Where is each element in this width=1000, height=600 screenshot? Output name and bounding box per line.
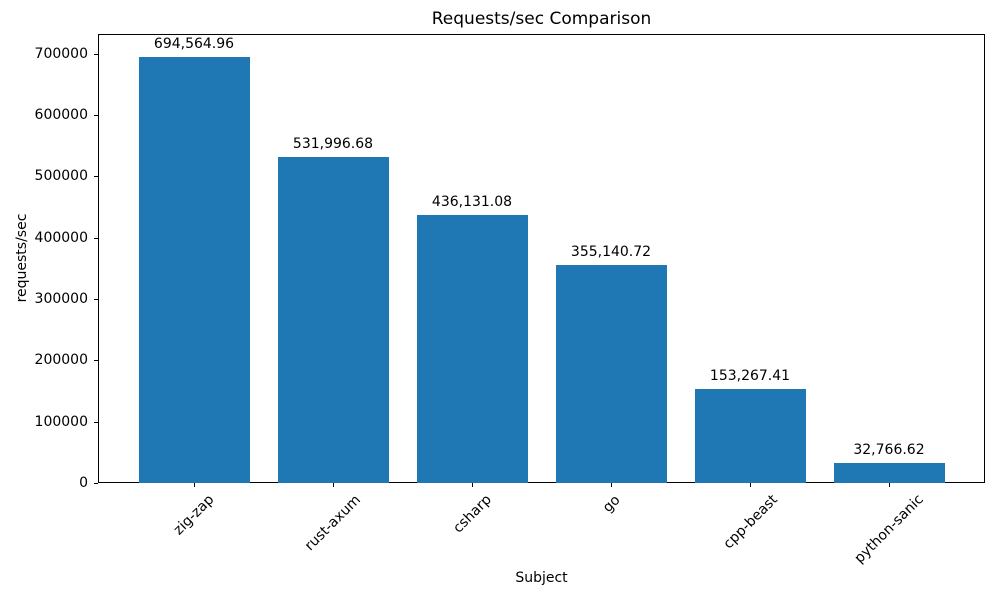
y-axis-label: requests/sec bbox=[14, 213, 30, 303]
x-tick-label: python-sanic bbox=[851, 491, 927, 568]
bar bbox=[694, 388, 806, 483]
x-tick-label: zig-zap bbox=[170, 491, 218, 539]
y-tick-mark bbox=[94, 237, 98, 239]
bar bbox=[555, 265, 667, 483]
y-tick-mark bbox=[94, 114, 98, 116]
x-tick-label: csharp bbox=[449, 491, 495, 537]
x-tick-label: cpp-beast bbox=[720, 491, 781, 553]
y-tick-label: 700000 bbox=[34, 45, 88, 62]
y-tick-mark bbox=[94, 298, 98, 300]
bar-value-label: 531,996.68 bbox=[292, 135, 374, 152]
bar-value-label: 436,131.08 bbox=[431, 194, 513, 211]
y-tick-label: 500000 bbox=[34, 168, 88, 185]
x-tick-mark bbox=[889, 483, 890, 487]
x-tick-mark bbox=[333, 483, 334, 487]
y-tick-label: 0 bbox=[79, 475, 88, 491]
y-tick-mark bbox=[94, 176, 98, 178]
bar-value-label: 32,766.62 bbox=[853, 441, 925, 458]
bar bbox=[138, 56, 250, 483]
bar bbox=[416, 215, 528, 483]
bar-value-label: 355,140.72 bbox=[570, 244, 652, 261]
x-tick-mark bbox=[472, 483, 473, 487]
x-tick-mark bbox=[750, 483, 751, 487]
y-tick-mark bbox=[94, 53, 98, 55]
bar-value-label: 153,267.41 bbox=[709, 367, 791, 384]
y-tick-label: 300000 bbox=[34, 290, 88, 307]
x-tick-label: rust-axum bbox=[301, 492, 364, 555]
bar-value-label: 694,564.96 bbox=[153, 35, 235, 52]
y-tick-label: 400000 bbox=[34, 229, 88, 246]
y-tick-mark bbox=[94, 483, 98, 484]
x-tick-label: go bbox=[599, 491, 624, 516]
bar bbox=[833, 462, 945, 483]
chart-title: Requests/sec Comparison bbox=[431, 9, 652, 29]
y-tick-label: 600000 bbox=[34, 106, 88, 123]
x-tick-mark bbox=[611, 483, 612, 487]
x-axis-label: Subject bbox=[515, 570, 568, 586]
bar bbox=[277, 156, 389, 483]
y-tick-label: 100000 bbox=[34, 413, 88, 430]
y-tick-mark bbox=[94, 360, 98, 362]
y-tick-mark bbox=[94, 421, 98, 423]
x-tick-mark bbox=[194, 483, 195, 487]
y-tick-label: 200000 bbox=[34, 352, 88, 369]
